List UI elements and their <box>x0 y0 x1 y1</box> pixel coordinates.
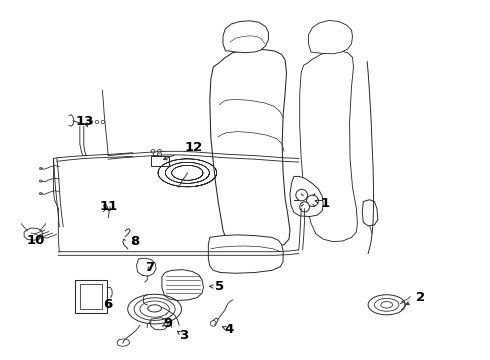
Text: 1: 1 <box>321 197 330 210</box>
Ellipse shape <box>368 295 405 315</box>
Ellipse shape <box>39 167 42 170</box>
Polygon shape <box>290 176 323 217</box>
Text: 3: 3 <box>179 329 189 342</box>
Ellipse shape <box>148 305 161 312</box>
Text: 8: 8 <box>130 235 140 248</box>
Polygon shape <box>362 200 378 226</box>
Ellipse shape <box>39 180 42 182</box>
Polygon shape <box>150 318 168 330</box>
Ellipse shape <box>300 202 310 212</box>
Ellipse shape <box>39 193 42 195</box>
Polygon shape <box>300 51 357 242</box>
Ellipse shape <box>101 120 104 123</box>
Ellipse shape <box>95 120 98 123</box>
Ellipse shape <box>89 120 93 123</box>
Text: 9: 9 <box>163 317 172 330</box>
Polygon shape <box>162 270 203 301</box>
Text: 7: 7 <box>145 261 154 274</box>
Text: 2: 2 <box>416 291 425 304</box>
Text: 4: 4 <box>225 323 234 336</box>
Polygon shape <box>80 284 102 309</box>
Ellipse shape <box>158 149 161 153</box>
Text: 10: 10 <box>26 234 45 247</box>
Polygon shape <box>309 21 352 54</box>
Text: 5: 5 <box>215 280 224 293</box>
Polygon shape <box>24 228 43 240</box>
Polygon shape <box>151 156 169 166</box>
Text: 6: 6 <box>103 298 113 311</box>
Polygon shape <box>208 235 283 273</box>
Polygon shape <box>223 21 269 53</box>
Polygon shape <box>210 49 290 248</box>
Ellipse shape <box>381 302 392 308</box>
Text: 12: 12 <box>185 140 203 153</box>
Polygon shape <box>117 339 130 346</box>
Ellipse shape <box>374 298 399 311</box>
Text: 13: 13 <box>75 116 94 129</box>
Polygon shape <box>137 258 156 276</box>
Text: 11: 11 <box>99 201 117 213</box>
Ellipse shape <box>151 149 155 153</box>
Ellipse shape <box>210 320 216 326</box>
Polygon shape <box>75 280 107 313</box>
Ellipse shape <box>296 189 308 201</box>
Ellipse shape <box>307 195 318 207</box>
